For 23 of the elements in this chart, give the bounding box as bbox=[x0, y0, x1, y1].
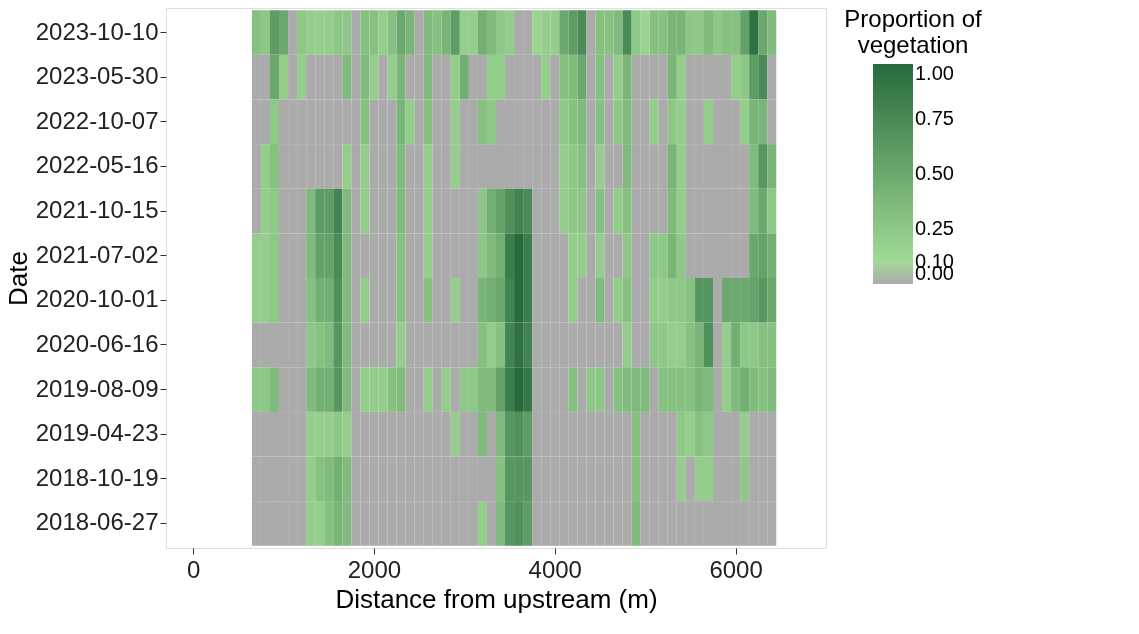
y-tick-label: 2023-05-30 bbox=[35, 62, 159, 90]
color-bar-label: 1.00 bbox=[915, 62, 954, 84]
y-tick-label: 2022-10-07 bbox=[35, 106, 159, 134]
y-tick-label: 2019-04-23 bbox=[35, 419, 159, 447]
y-tick-label: 2021-07-02 bbox=[35, 240, 159, 268]
y-tick-label: 2022-05-16 bbox=[35, 151, 159, 179]
x-tick-label: 4000 bbox=[528, 555, 582, 583]
y-axis-title: Date bbox=[2, 251, 33, 306]
y-tick-label: 2018-06-27 bbox=[35, 508, 159, 536]
y-tick-label: 2023-10-10 bbox=[35, 17, 159, 45]
y-tick-label: 2020-10-01 bbox=[35, 285, 159, 313]
y-tick-label: 2019-08-09 bbox=[35, 374, 159, 402]
y-tick-label: 2020-06-16 bbox=[35, 329, 159, 357]
y-tick-label: 2018-10-19 bbox=[35, 463, 159, 491]
y-tick-label: 2021-10-15 bbox=[35, 196, 159, 224]
x-tick-label: 6000 bbox=[709, 555, 763, 583]
x-tick-label: 0 bbox=[186, 555, 201, 583]
color-bar-label: 0.75 bbox=[915, 107, 954, 129]
x-axis-title: Distance from upstream (m) bbox=[335, 583, 658, 614]
color-bar-label: 0.50 bbox=[915, 162, 954, 184]
x-tick-label: 2000 bbox=[347, 555, 402, 583]
legend-title: Proportion of vegetation bbox=[844, 5, 983, 58]
color-bar-label: 0.25 bbox=[915, 217, 954, 239]
